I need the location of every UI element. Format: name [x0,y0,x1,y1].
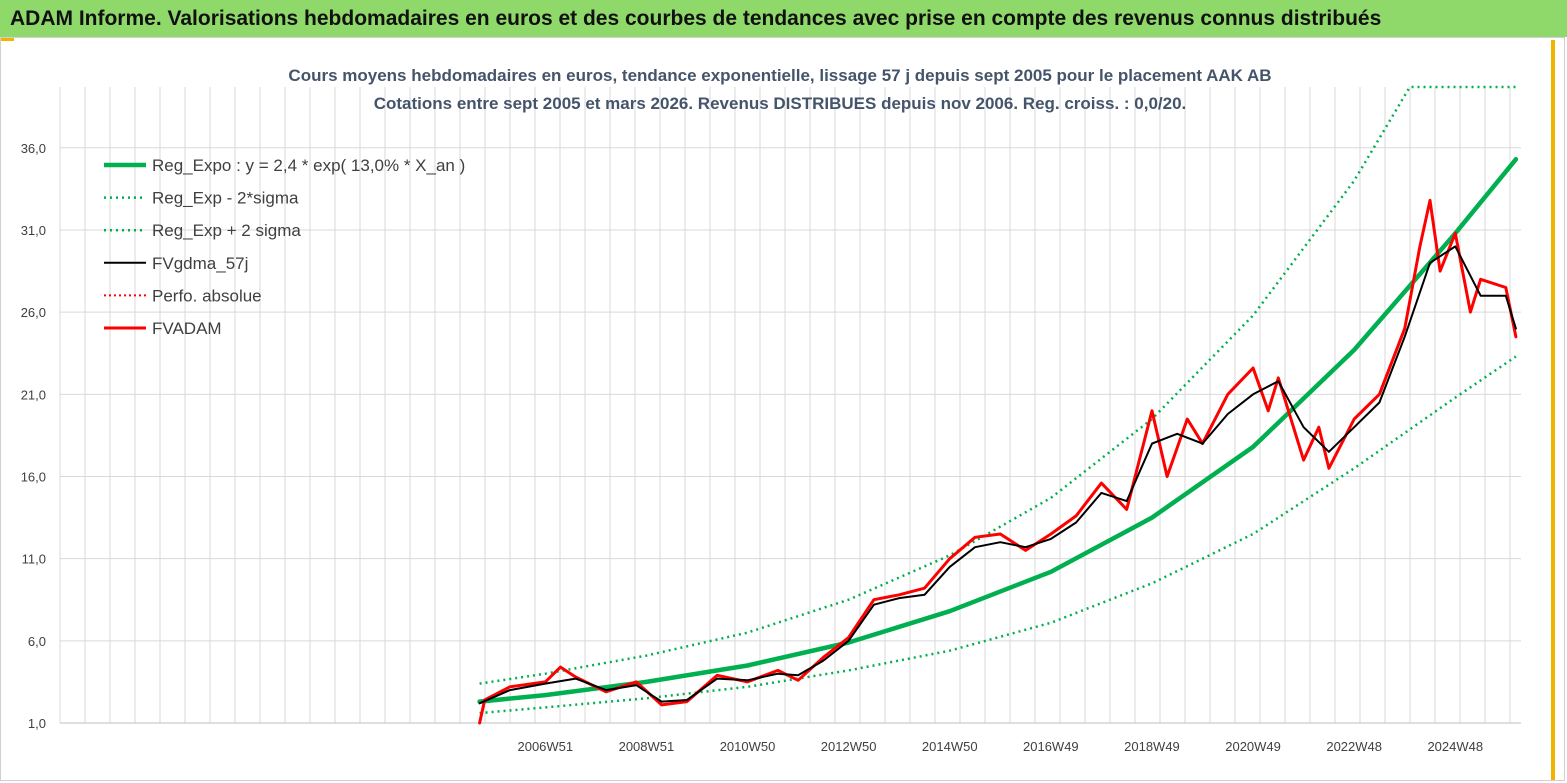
accent-mark-left [0,37,14,41]
chart-frame [0,37,1565,781]
chart-grid [59,87,1521,724]
legend-label-high: Reg_Exp + 2 sigma [152,221,301,240]
x-tick-label: 2022W48 [1326,739,1382,754]
series-line-low [479,355,1517,715]
x-tick-label: 2024W48 [1427,739,1483,754]
legend-label-adam: FVADAM [152,319,222,338]
y-tick-label: 16,0 [21,469,46,484]
y-tick-label: 11,0 [22,552,46,567]
legend-label-fv: FVgdma_57j [152,254,248,273]
x-tick-label: 2016W49 [1023,739,1079,754]
page-banner: ADAM Informe. Valorisations hebdomadaire… [0,0,1567,37]
chart-legend: Reg_Expo : y = 2,4 * exp( 13,0% * X_an )… [104,156,465,338]
series-line-adam [478,198,1518,725]
x-axis-ticks: 2006W51 2008W51 2010W50 2012W50 2014W50 2016W… [517,739,1483,754]
legend-label-reg: Reg_Expo : y = 2,4 * exp( 13,0% * X_an ) [152,156,465,175]
y-axis-ticks: 1,0 6,0 11,0 16,0 21,0 26,0 31,0 36,0 [21,141,46,731]
x-tick-label: 2008W51 [619,739,675,754]
y-tick-label: 31,0 [21,223,46,238]
x-tick-label: 2006W51 [517,739,573,754]
legend-label-perfo: Perfo. absolue [152,286,262,305]
series-line-high [479,85,1516,685]
chart-subtitle: Cotations entre sept 2005 et mars 2026. … [374,94,1187,113]
y-tick-label: 6,0 [28,634,46,649]
accent-bar-right [1551,40,1555,780]
series-line-fv [478,245,1517,705]
y-tick-label: 36,0 [21,141,46,156]
x-tick-label: 2010W50 [720,739,776,754]
legend-label-low: Reg_Exp - 2*sigma [152,189,299,208]
chart-series [477,85,1519,725]
x-tick-label: 2014W50 [922,739,978,754]
chart-title: Cours moyens hebdomadaires en euros, ten… [288,66,1271,85]
x-tick-label: 2018W49 [1124,739,1180,754]
x-tick-label: 2020W49 [1225,739,1281,754]
y-tick-label: 1,0 [28,716,46,731]
y-tick-label: 26,0 [21,305,46,320]
y-tick-label: 21,0 [21,387,46,402]
x-tick-label: 2012W50 [821,739,877,754]
